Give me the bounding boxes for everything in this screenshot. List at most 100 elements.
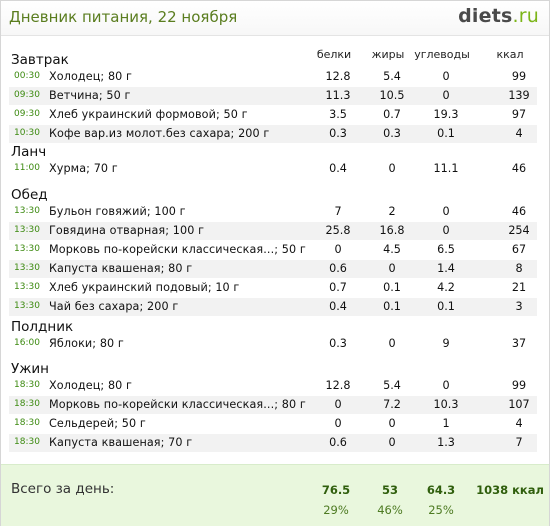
food-protein: 0 [334, 398, 342, 411]
food-name: Хлеб украинский подовый; 10 г [49, 281, 240, 294]
food-row[interactable]: 13:30 Говядина отварная; 100 г 25.8 16.8 0 25… [9, 222, 537, 240]
food-time: 11:00 [14, 163, 40, 173]
food-carbs: 11.1 [433, 162, 459, 175]
food-time: 18:30 [14, 418, 40, 428]
food-protein: 0.4 [329, 300, 347, 313]
food-row[interactable]: 13:30 Капуста квашеная; 80 г 0.6 0 1.4 8 [9, 260, 537, 278]
food-fat: 0 [388, 337, 396, 350]
food-kcal: 46 [511, 205, 527, 218]
food-kcal: 67 [511, 243, 527, 256]
food-name: Бульон говяжий; 100 г [49, 205, 186, 218]
food-fat: 0 [388, 162, 396, 175]
food-carbs: 4.2 [437, 281, 455, 294]
food-time: 13:30 [14, 244, 40, 254]
column-header-protein: белки [316, 48, 352, 61]
food-name: Чай без сахара; 200 г [49, 300, 179, 313]
food-time: 18:30 [14, 437, 40, 447]
food-kcal: 7 [515, 436, 523, 449]
food-row[interactable]: 13:30 Бульон говяжий; 100 г 7 2 0 46 [9, 203, 537, 221]
meal-heading: Обед [11, 187, 48, 203]
food-fat: 0.1 [383, 281, 401, 294]
food-kcal: 4 [515, 417, 523, 430]
food-fat: 0 [388, 436, 396, 449]
food-protein: 0.3 [329, 127, 347, 140]
logo-main: diets [458, 5, 513, 27]
food-row[interactable]: 18:30 Сельдерей; 50 г 0 0 1 4 [9, 415, 537, 433]
diary-header: Дневник питания, 22 ноября diets.ru [1, 1, 549, 36]
meal-heading: Ужин [11, 361, 49, 377]
food-row[interactable]: 13:30 Хлеб украинский подовый; 10 г 0.7 0.1… [9, 279, 537, 297]
food-row[interactable]: 18:30 Холодец; 80 г 12.8 5.4 0 99 [9, 377, 537, 395]
food-carbs: 6.5 [437, 243, 455, 256]
food-kcal: 4 [515, 127, 523, 140]
food-carbs: 0 [442, 70, 450, 83]
column-header-kcal: ккал [496, 48, 524, 61]
total-protein: 76.5 [321, 483, 351, 497]
food-fat: 0 [388, 262, 396, 275]
food-fat: 5.4 [383, 70, 401, 83]
food-fat: 10.5 [379, 89, 405, 102]
food-time: 18:30 [14, 399, 40, 409]
food-row[interactable]: 09:30 Хлеб украинский формовой; 50 г 3.5 0.… [9, 106, 537, 124]
meal-heading: Ланч [11, 144, 47, 160]
food-kcal: 97 [511, 108, 527, 121]
food-name: Капуста квашеная; 70 г [49, 436, 193, 449]
food-carbs: 0 [442, 89, 450, 102]
food-row[interactable]: 18:30 Капуста квашеная; 70 г 0.6 0 1.3 7 [9, 434, 537, 452]
food-row[interactable]: 16:00 Яблоки; 80 г 0.3 0 9 37 [9, 335, 537, 353]
food-time: 13:30 [14, 206, 40, 216]
food-row[interactable]: 13:30 Чай без сахара; 200 г 0.4 0.1 0.1 3 [9, 298, 537, 316]
food-carbs: 0 [442, 224, 450, 237]
food-row[interactable]: 18:30 Морковь по-корейски классическая...… [9, 396, 537, 414]
food-time: 13:30 [14, 301, 40, 311]
food-kcal: 139 [508, 89, 530, 102]
total-kcal: 1038 ккал [476, 483, 544, 497]
food-fat: 2 [388, 205, 396, 218]
column-header-fat: жиры [371, 48, 405, 61]
food-row[interactable]: 13:30 Морковь по-корейски классическая...… [9, 241, 537, 259]
food-protein: 0 [334, 417, 342, 430]
food-protein: 0.7 [329, 281, 347, 294]
food-time: 09:30 [14, 90, 40, 100]
total-carbs: 64.3 [426, 483, 456, 497]
food-time: 13:30 [14, 282, 40, 292]
food-carbs: 0.1 [437, 300, 455, 313]
food-row[interactable]: 11:00 Хурма; 70 г 0.4 0 11.1 46 [9, 160, 537, 178]
food-row[interactable]: 00:30 Холодец; 80 г 12.8 5.4 0 99 [9, 68, 537, 86]
food-fat: 0.7 [383, 108, 401, 121]
food-name: Говядина отварная; 100 г [49, 224, 205, 237]
food-time: 13:30 [14, 263, 40, 273]
food-time: 09:30 [14, 109, 40, 119]
food-kcal: 46 [511, 162, 527, 175]
food-carbs: 10.3 [433, 398, 459, 411]
carbs-percent: 25% [428, 503, 454, 517]
food-name: Морковь по-корейски классическая...; 50 … [49, 243, 306, 256]
food-name: Ветчина; 50 г [49, 89, 131, 102]
food-protein: 3.5 [329, 108, 347, 121]
food-fat: 7.2 [383, 398, 401, 411]
food-protein: 0.3 [329, 337, 347, 350]
food-name: Хурма; 70 г [49, 162, 118, 175]
food-kcal: 254 [508, 224, 530, 237]
food-time: 18:30 [14, 380, 40, 390]
food-protein: 12.8 [325, 70, 351, 83]
food-fat: 16.8 [379, 224, 405, 237]
total-fat: 53 [381, 483, 398, 497]
food-name: Холодец; 80 г [49, 70, 133, 83]
food-name: Капуста квашеная; 80 г [49, 262, 193, 275]
food-fat: 4.5 [383, 243, 401, 256]
food-carbs: 0.1 [437, 127, 455, 140]
food-protein: 25.8 [325, 224, 351, 237]
food-carbs: 1.3 [437, 436, 455, 449]
food-time: 13:30 [14, 225, 40, 235]
food-protein: 0 [334, 243, 342, 256]
food-name: Сельдерей; 50 г [49, 417, 146, 430]
food-kcal: 8 [515, 262, 523, 275]
food-protein: 12.8 [325, 379, 351, 392]
meal-heading: Полдник [11, 319, 74, 335]
food-fat: 5.4 [383, 379, 401, 392]
site-logo[interactable]: diets.ru [458, 5, 539, 27]
food-row[interactable]: 10:30 Кофе вар.из молот.без сахара; 200 г… [9, 125, 537, 143]
food-row[interactable]: 09:30 Ветчина; 50 г 11.3 10.5 0 139 [9, 87, 537, 105]
